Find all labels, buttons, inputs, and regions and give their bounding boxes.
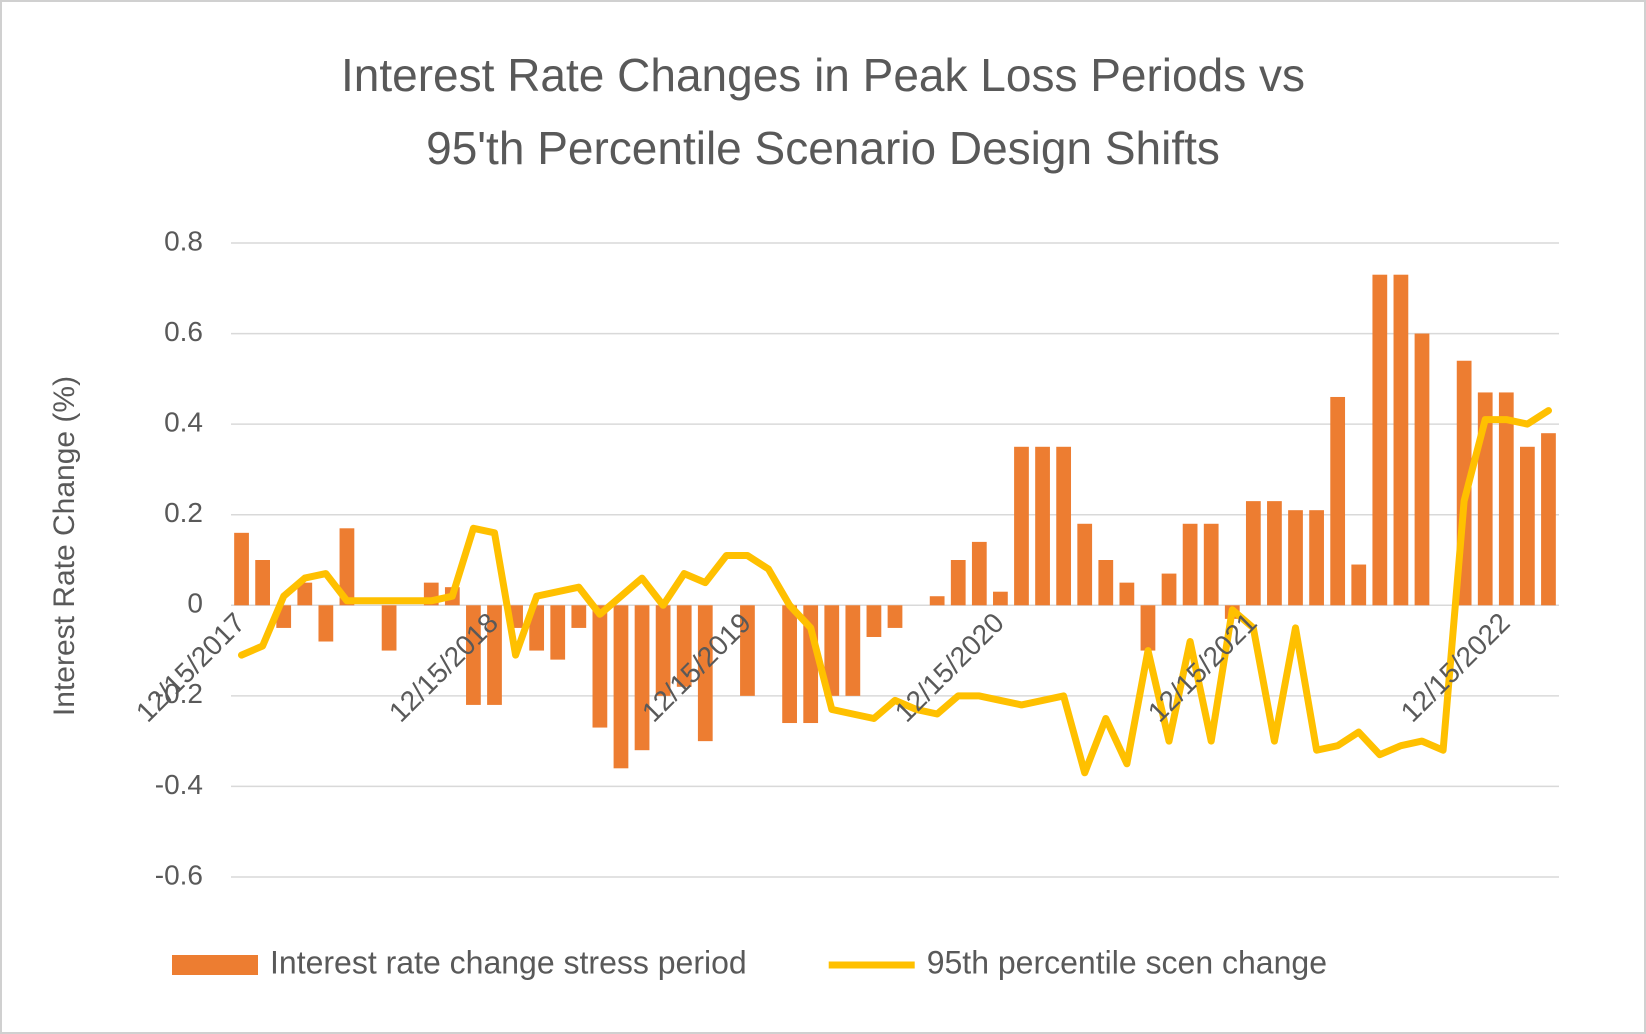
bar xyxy=(255,560,270,606)
legend-swatch xyxy=(172,955,258,975)
bar xyxy=(1330,396,1346,606)
bar xyxy=(782,605,797,724)
bar xyxy=(971,541,987,606)
bar xyxy=(487,605,502,705)
bar xyxy=(1309,510,1324,606)
bar xyxy=(697,605,713,742)
bar xyxy=(950,560,966,606)
bar xyxy=(1014,446,1029,606)
bar xyxy=(592,605,608,728)
bar xyxy=(613,605,629,769)
bar xyxy=(1372,274,1388,606)
bar xyxy=(1119,582,1135,606)
bar xyxy=(297,582,313,606)
y-tick-label: 0.4 xyxy=(164,407,203,438)
bar xyxy=(1541,433,1556,606)
y-tick-label: -0.2 xyxy=(155,678,203,709)
bar xyxy=(1098,560,1114,606)
bar xyxy=(1056,446,1072,606)
bar xyxy=(1077,523,1093,606)
line xyxy=(238,407,1552,777)
bar xyxy=(571,605,587,628)
bar xyxy=(929,596,945,606)
bar xyxy=(550,605,566,660)
bar xyxy=(993,591,1008,606)
y-tick-label: 0.6 xyxy=(164,316,203,347)
bar xyxy=(1245,501,1261,606)
y-tick-label: 0.2 xyxy=(164,497,203,528)
bar xyxy=(1140,605,1156,651)
bar xyxy=(740,605,755,696)
bar xyxy=(1520,446,1535,606)
bar xyxy=(676,605,692,687)
legend-label: Interest rate change stress period xyxy=(270,944,747,980)
bar xyxy=(1414,333,1430,606)
y-axis-title: Interest Rate Change (%) xyxy=(48,376,81,716)
bar xyxy=(1267,501,1282,606)
bar xyxy=(466,605,481,705)
y-tick-label: -0.6 xyxy=(155,859,203,890)
bar xyxy=(1203,523,1219,606)
bar xyxy=(1182,523,1198,606)
chart-title: Interest Rate Changes in Peak Loss Perio… xyxy=(341,49,1305,101)
bar xyxy=(824,605,840,696)
bar xyxy=(634,605,650,751)
bar xyxy=(1498,392,1514,606)
bar xyxy=(887,605,903,628)
y-tick-label: 0 xyxy=(187,588,203,619)
y-tick-label: -0.4 xyxy=(155,769,203,800)
y-tick-label: 0.8 xyxy=(164,225,203,256)
bar xyxy=(866,605,882,637)
legend-label: 95th percentile scen change xyxy=(927,944,1327,980)
bar xyxy=(318,605,334,642)
bar xyxy=(845,605,861,696)
bar xyxy=(1351,564,1367,606)
bar xyxy=(234,532,249,606)
bar xyxy=(655,605,671,696)
bar xyxy=(339,528,355,606)
bar xyxy=(1288,510,1303,606)
bar xyxy=(1393,274,1409,606)
bar xyxy=(1035,446,1050,606)
bar xyxy=(1161,573,1177,606)
bar xyxy=(381,605,397,651)
chart-title: 95'th Percentile Scenario Design Shifts xyxy=(426,122,1220,174)
